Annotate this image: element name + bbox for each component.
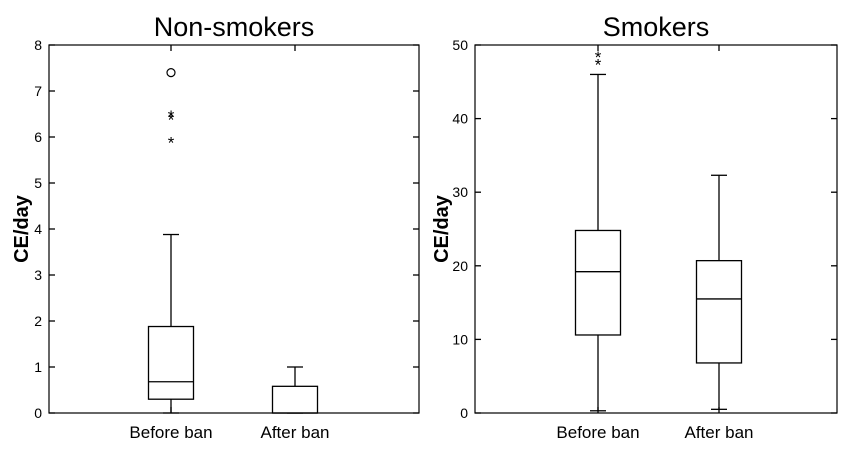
- y-axis-label: CE/day: [431, 194, 453, 263]
- y-tick-label: 3: [34, 267, 42, 283]
- y-tick-label: 8: [34, 37, 42, 53]
- outlier-point: *: [595, 48, 602, 67]
- y-tick-label: 0: [460, 405, 468, 421]
- y-tick-label: 50: [452, 37, 468, 53]
- y-tick-label: 30: [452, 184, 468, 200]
- y-tick-label: 5: [34, 175, 42, 191]
- x-tick-label: After ban: [261, 423, 330, 442]
- box-iqr: [574, 229, 622, 336]
- y-tick-label: 1: [34, 359, 42, 375]
- chart-title: Smokers: [603, 12, 710, 42]
- y-tick-label: 0: [34, 405, 42, 421]
- y-tick-label: 10: [452, 331, 468, 347]
- box-1: [271, 366, 319, 414]
- box-0: **: [574, 48, 622, 412]
- y-tick-label: 6: [34, 129, 42, 145]
- x-tick-label: After ban: [685, 423, 754, 442]
- x-tick-label: Before ban: [556, 423, 639, 442]
- chart-title: Non-smokers: [154, 12, 315, 42]
- chart-smokers: Smokers CE/day 0 10 20 30 40 50 Before ban ** Afte…: [431, 12, 838, 442]
- box-iqr: [271, 385, 319, 414]
- y-tick-label: 40: [452, 111, 468, 127]
- box-iqr: [695, 259, 743, 364]
- x-tick-label: Before ban: [129, 423, 212, 442]
- outlier-point: *: [168, 107, 175, 126]
- plot-frame: [474, 44, 838, 414]
- y-tick-label: 4: [34, 221, 42, 237]
- outlier-point: *: [168, 111, 175, 130]
- y-axis-label: CE/day: [11, 194, 33, 263]
- box-1: [695, 174, 743, 410]
- y-tick-label: 20: [452, 258, 468, 274]
- box-0: ***: [147, 67, 195, 414]
- y-tick-label: 7: [34, 83, 42, 99]
- y-tick-label: 2: [34, 313, 42, 329]
- outlier-point: *: [595, 55, 602, 74]
- plot-frame: [48, 44, 420, 414]
- outlier-point: *: [168, 134, 175, 153]
- outlier-point: [166, 67, 176, 78]
- box-iqr: [147, 325, 195, 400]
